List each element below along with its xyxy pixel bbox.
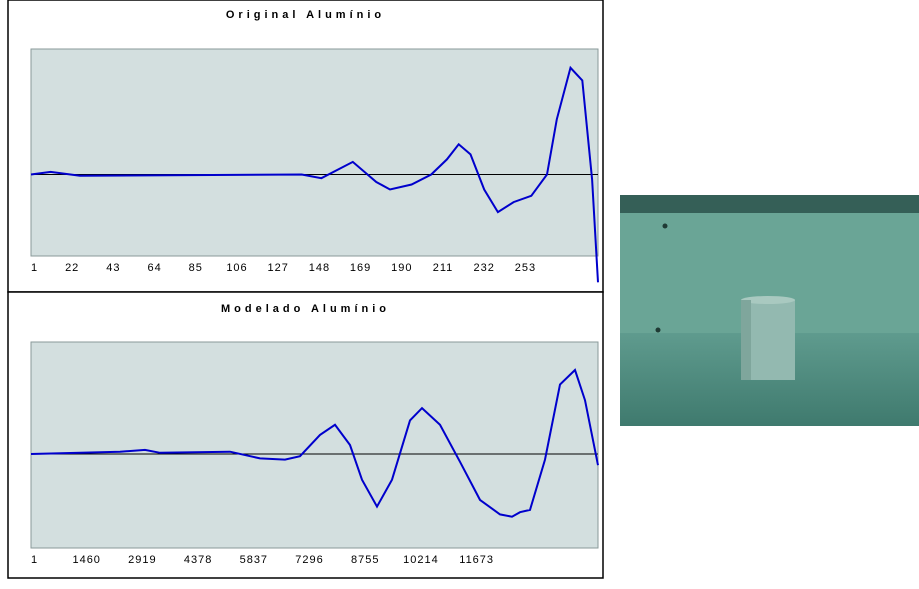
x-tick-label: 1460 — [72, 554, 100, 566]
x-tick-label: 1 — [31, 262, 38, 274]
x-tick-label: 10214 — [403, 554, 439, 566]
x-tick-label: 211 — [433, 262, 454, 274]
chart-title: Original Alumínio — [226, 9, 385, 21]
x-tick-label: 232 — [474, 262, 495, 274]
x-tick-label: 85 — [189, 262, 203, 274]
x-tick-label: 190 — [391, 262, 412, 274]
photo — [620, 195, 919, 426]
figure: Original Alumínio 1 22 43 64 85 106 127 148 169 19… — [0, 0, 919, 584]
x-tick-label: 11673 — [459, 554, 494, 566]
x-tick-label: 169 — [350, 262, 371, 274]
x-tick-label: 127 — [268, 262, 289, 274]
x-tick-label: 2919 — [128, 554, 156, 566]
x-tick-label: 43 — [106, 262, 120, 274]
chart: Original Alumínio 1 22 43 64 85 106 127 148 169 19… — [8, 0, 603, 292]
chart-title: Modelado Alumínio — [221, 303, 390, 315]
x-tick-label: 22 — [65, 262, 79, 274]
page: Original Alumínio 1 22 43 64 85 106 127 148 169 19… — [0, 0, 919, 589]
x-tick-label: 64 — [147, 262, 161, 274]
x-tick-label: 4378 — [184, 554, 212, 566]
x-tick-label: 7296 — [295, 554, 323, 566]
x-tick-label: 1 — [31, 554, 38, 566]
x-tick-label: 106 — [226, 262, 247, 274]
chart: Modelado Alumínio 1 1460 2919 4378 5837 7296 87… — [8, 292, 603, 578]
x-tick-label: 5837 — [240, 554, 268, 566]
x-tick-label: 253 — [515, 262, 536, 274]
plot-area — [31, 49, 598, 256]
x-tick-label: 8755 — [351, 554, 379, 566]
x-tick-label: 148 — [309, 262, 330, 274]
